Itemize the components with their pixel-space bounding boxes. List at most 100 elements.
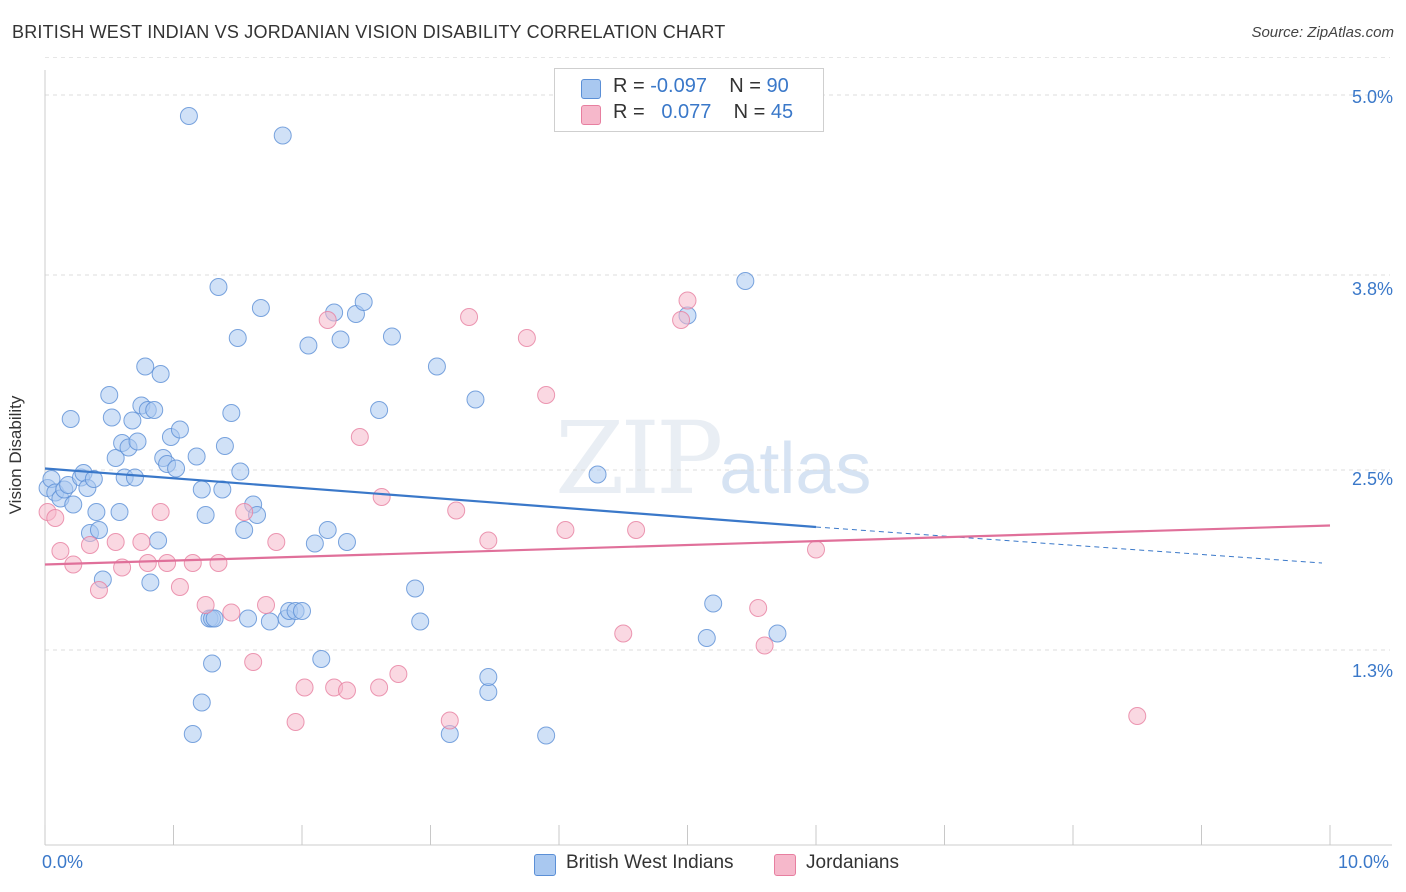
point-jordanian: [51, 542, 70, 560]
point-jordanian: [151, 503, 170, 521]
point-jordanian: [295, 678, 314, 697]
r-label: R =: [613, 101, 645, 123]
point-british-west-indian: [273, 126, 292, 145]
point-british-west-indian: [299, 336, 318, 355]
n-label: N =: [733, 101, 766, 123]
point-jordanian: [447, 501, 466, 520]
watermark-atlas: atlas: [719, 429, 872, 509]
trend-line-jordanians: [44, 524, 1331, 566]
point-british-west-indian: [203, 654, 222, 673]
point-british-west-indian: [149, 531, 168, 550]
point-british-west-indian: [151, 365, 170, 383]
point-british-west-indian: [411, 612, 430, 631]
point-jordanian: [672, 311, 691, 329]
point-british-west-indian: [205, 609, 224, 628]
point-british-west-indian: [479, 668, 498, 686]
r-label: R =: [613, 75, 645, 97]
point-british-west-indian: [479, 683, 498, 701]
correlation-legend: R = -0.097 N = 90 R = 0.077 N = 45: [554, 68, 824, 132]
point-british-west-indian: [704, 594, 723, 613]
point-british-west-indian: [406, 579, 425, 598]
point-british-west-indian: [213, 480, 232, 499]
x-tick-label-max: 10.0%: [1338, 852, 1390, 872]
point-jordanian: [517, 329, 536, 347]
point-jordanian: [1128, 707, 1147, 725]
point-british-west-indian: [354, 293, 373, 311]
point-jordanian: [440, 711, 459, 730]
point-jordanian: [537, 386, 556, 404]
point-jordanian: [244, 653, 263, 671]
point-jordanian: [257, 596, 276, 614]
point-jordanian: [170, 578, 189, 596]
point-british-west-indian: [768, 624, 787, 643]
point-jordanian: [372, 488, 391, 506]
point-british-west-indian: [196, 506, 215, 524]
legend-swatch-blue: [534, 854, 556, 876]
point-british-west-indian: [331, 330, 350, 349]
point-british-west-indian: [736, 272, 755, 290]
point-jordanian: [614, 624, 633, 643]
legend-swatch-blue: [581, 79, 601, 99]
point-british-west-indian: [100, 386, 119, 404]
point-british-west-indian: [192, 693, 211, 712]
point-british-west-indian: [537, 726, 556, 745]
point-british-west-indian: [337, 533, 356, 551]
point-jordanian: [183, 554, 202, 572]
point-jordanian: [222, 603, 241, 622]
point-british-west-indian: [87, 503, 106, 521]
point-jordanian: [132, 533, 151, 551]
point-jordanian: [267, 533, 286, 551]
point-jordanian: [556, 521, 575, 539]
data-points: [38, 107, 1147, 745]
point-jordanian: [678, 291, 697, 310]
y-tick-label: 5.0%: [1351, 87, 1393, 107]
point-jordanian: [80, 536, 99, 554]
trend-lines: [44, 467, 1331, 566]
watermark: ZIPatlas: [555, 400, 871, 517]
point-british-west-indian: [215, 437, 234, 455]
grid-lines: [45, 57, 1390, 651]
x-tick-label-min: 0.0%: [42, 852, 84, 872]
point-jordanian: [460, 308, 479, 326]
point-british-west-indian: [239, 609, 258, 628]
point-british-west-indian: [183, 725, 202, 743]
point-british-west-indian: [466, 390, 485, 409]
legend-swatch-pink: [774, 854, 796, 876]
point-jordanian: [209, 554, 228, 572]
point-jordanian: [807, 540, 825, 559]
point-jordanian: [479, 531, 498, 550]
point-jordanian: [46, 509, 65, 527]
point-british-west-indian: [128, 432, 147, 451]
point-british-west-indian: [141, 573, 160, 592]
trend-line-british-west-indians: [44, 467, 817, 529]
point-british-west-indian: [427, 357, 446, 376]
n-value: 90: [766, 75, 789, 97]
point-british-west-indian: [187, 447, 206, 466]
point-british-west-indian: [102, 408, 121, 427]
point-british-west-indian: [64, 495, 83, 514]
point-british-west-indian: [260, 612, 279, 631]
point-british-west-indian: [136, 357, 155, 376]
point-british-west-indian: [293, 602, 311, 620]
point-british-west-indian: [84, 470, 103, 488]
trend-line-extension-british-west-indians: [815, 526, 1323, 564]
y-axis-label: Vision Disability: [6, 395, 25, 515]
point-british-west-indian: [251, 299, 270, 317]
point-jordanian: [370, 678, 389, 697]
point-british-west-indian: [110, 503, 129, 521]
y-tick-label: 1.3%: [1351, 661, 1393, 681]
point-jordanian: [286, 713, 305, 731]
point-jordanian: [89, 581, 108, 599]
point-jordanian: [755, 636, 774, 655]
legend-label: British West Indians: [566, 852, 734, 873]
point-british-west-indian: [179, 107, 198, 125]
point-british-west-indian: [209, 278, 228, 296]
point-british-west-indian: [89, 521, 108, 539]
r-value: 0.077: [655, 101, 712, 123]
point-jordanian: [627, 521, 646, 539]
point-british-west-indian: [125, 468, 144, 487]
n-value: 45: [770, 101, 794, 123]
point-british-west-indian: [370, 401, 389, 419]
point-british-west-indian: [228, 329, 247, 347]
